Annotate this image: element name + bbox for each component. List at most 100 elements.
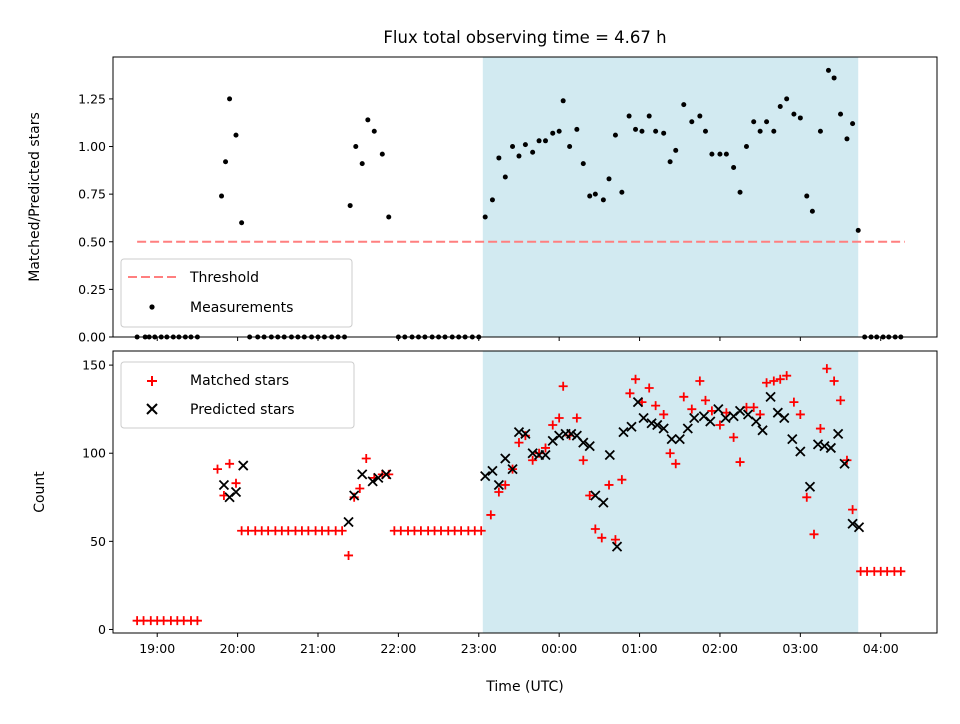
legend-predicted-label: Predicted stars bbox=[190, 402, 295, 418]
top-plot-frame bbox=[112, 56, 938, 338]
bottom-x-tick-label: 19:00 bbox=[139, 641, 175, 656]
measurement-point bbox=[580, 161, 586, 167]
matched-star-point bbox=[344, 550, 354, 560]
bottom-x-tick-label: 01:00 bbox=[622, 641, 658, 656]
measurement-point bbox=[737, 189, 743, 195]
legend-threshold-label: Threshold bbox=[189, 270, 259, 286]
bottom-y-axis-label: Count bbox=[32, 471, 48, 513]
bottom-x-tick-label: 02:00 bbox=[702, 641, 738, 656]
measurement-point bbox=[619, 189, 625, 195]
top-panel: 0.00 0.25 0.50 0.75 1.00 1.25 Matched/Predict… bbox=[27, 56, 938, 345]
matched-star-point bbox=[486, 510, 496, 520]
predicted-star-point bbox=[598, 497, 609, 508]
predicted-star-point bbox=[765, 391, 776, 402]
predicted-star-point bbox=[632, 396, 644, 408]
bottom-plot-frame bbox=[112, 350, 938, 634]
matched-star-point bbox=[836, 395, 846, 405]
measurement-point bbox=[379, 151, 385, 157]
measurement-point bbox=[606, 176, 612, 182]
bottom-y-tick-label: 50 bbox=[90, 534, 106, 549]
measurement-point bbox=[791, 111, 797, 117]
matched-star-point bbox=[789, 397, 799, 407]
predicted-star-point bbox=[590, 490, 601, 501]
matched-star-point bbox=[795, 409, 805, 419]
measurement-point bbox=[223, 159, 229, 165]
matched-star-point bbox=[802, 492, 812, 502]
matched-star-point bbox=[585, 491, 595, 501]
bottom-shaded-span bbox=[482, 351, 859, 633]
predicted-star-point bbox=[554, 430, 565, 441]
measurement-point bbox=[784, 96, 790, 102]
measurement-point bbox=[522, 142, 528, 148]
measurement-point bbox=[681, 102, 687, 108]
predicted-star-point bbox=[500, 453, 511, 464]
matched-star-point bbox=[715, 420, 725, 430]
predicted-star-point bbox=[584, 441, 595, 452]
measurement-point bbox=[386, 214, 392, 220]
measurement-point bbox=[757, 128, 763, 134]
predicted-star-point bbox=[381, 469, 392, 480]
measurement-point bbox=[689, 119, 695, 125]
measurement-point bbox=[817, 128, 823, 134]
measurement-point bbox=[764, 119, 770, 125]
predicted-star-point bbox=[218, 479, 230, 491]
matched-star-point bbox=[192, 616, 202, 626]
measurement-point bbox=[612, 132, 618, 138]
predicted-star-point bbox=[734, 405, 746, 417]
measurement-point bbox=[550, 130, 556, 136]
measurement-point bbox=[482, 214, 488, 220]
matched-star-point bbox=[548, 420, 558, 430]
predicted-star-point bbox=[750, 416, 762, 427]
matched-star-point bbox=[700, 395, 710, 405]
measurement-point bbox=[556, 128, 562, 134]
matched-star-point bbox=[604, 480, 614, 490]
predicted-star-point bbox=[804, 481, 816, 492]
bottom-x-tick-label: 04:00 bbox=[863, 641, 899, 656]
predicted-star-point bbox=[626, 421, 637, 432]
top-y-tick-label: 0.50 bbox=[78, 234, 106, 249]
predicted-star-point bbox=[819, 441, 830, 452]
predicted-star-point bbox=[566, 428, 577, 439]
measurement-point bbox=[347, 203, 353, 209]
matched-star-point bbox=[735, 457, 745, 467]
measurement-point bbox=[227, 96, 233, 102]
measurement-point bbox=[560, 98, 566, 104]
predicted-star-point bbox=[757, 425, 768, 436]
predicted-star-point bbox=[604, 449, 615, 461]
matched-star-point bbox=[558, 381, 568, 391]
top-y-tick-label: 0.25 bbox=[78, 282, 106, 297]
predicted-star-point bbox=[618, 426, 629, 438]
measurement-point bbox=[365, 117, 371, 123]
measurement-point bbox=[219, 193, 225, 199]
measurement-point bbox=[771, 128, 777, 134]
predicted-star-point bbox=[689, 412, 700, 424]
measurement-point bbox=[844, 136, 850, 142]
predicted-star-point bbox=[682, 423, 693, 434]
measurement-point bbox=[510, 144, 516, 150]
top-y-tick-label: 0.00 bbox=[78, 330, 106, 345]
predicted-star-point bbox=[527, 448, 538, 459]
legend-matched-label: Matched stars bbox=[190, 373, 289, 389]
predicted-star-point bbox=[611, 541, 623, 552]
matched-star-point bbox=[361, 454, 371, 464]
measurement-point bbox=[777, 104, 783, 110]
predicted-star-point bbox=[666, 433, 677, 445]
measurement-point bbox=[639, 128, 645, 134]
matched-star-point bbox=[762, 378, 772, 388]
measurement-point bbox=[717, 151, 723, 157]
predicted-star-point bbox=[540, 449, 551, 461]
predicted-star-point bbox=[373, 472, 384, 484]
predicted-star-point bbox=[520, 428, 531, 439]
bottom-x-tick-label: 23:00 bbox=[461, 641, 497, 656]
predicted-star-point bbox=[825, 442, 837, 454]
matched-star-point bbox=[617, 475, 627, 485]
predicted-star-point bbox=[787, 433, 798, 445]
matched-star-point bbox=[815, 424, 825, 434]
measurement-point bbox=[667, 159, 673, 165]
predicted-star-point bbox=[847, 518, 858, 529]
measurement-point bbox=[850, 121, 856, 127]
top-y-axis-label: Matched/Predicted stars bbox=[27, 112, 43, 282]
matched-star-point bbox=[554, 413, 564, 423]
measurement-point bbox=[516, 153, 522, 159]
bottom-y-tick-label: 0 bbox=[98, 622, 106, 637]
